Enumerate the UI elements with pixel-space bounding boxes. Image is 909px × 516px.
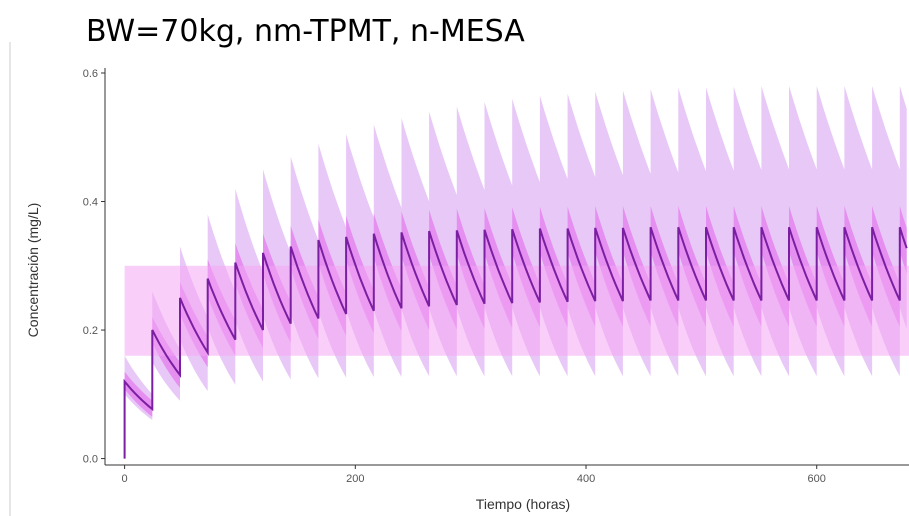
median-concentration-line: [123, 226, 908, 459]
y-tick-label: 0.0: [83, 454, 98, 466]
x-tick-label: 0: [122, 473, 128, 485]
y-tick-label: 0.6: [83, 68, 98, 80]
y-tick-label: 0.2: [83, 325, 98, 337]
y-tick-label: 0.4: [83, 197, 98, 209]
axes-layer: 0.0 0.2 0.4 0.6 0 200 400 600: [83, 68, 909, 485]
y-axis-title: Concentración (mg/L): [25, 203, 41, 338]
x-axis-title: Tiempo (horas): [476, 496, 570, 512]
x-tick-label: 400: [577, 473, 595, 485]
chart-title: BW=70kg, nm-TPMT, n-MESA: [86, 14, 525, 49]
x-tick-label: 200: [346, 473, 364, 485]
target-range-layer: [124, 265, 909, 356]
left-divider: [9, 42, 11, 516]
inner-prediction-band: [124, 206, 907, 459]
target-range-band: [124, 265, 909, 356]
lines-layer: [123, 226, 908, 459]
x-tick-label: 600: [808, 473, 826, 485]
